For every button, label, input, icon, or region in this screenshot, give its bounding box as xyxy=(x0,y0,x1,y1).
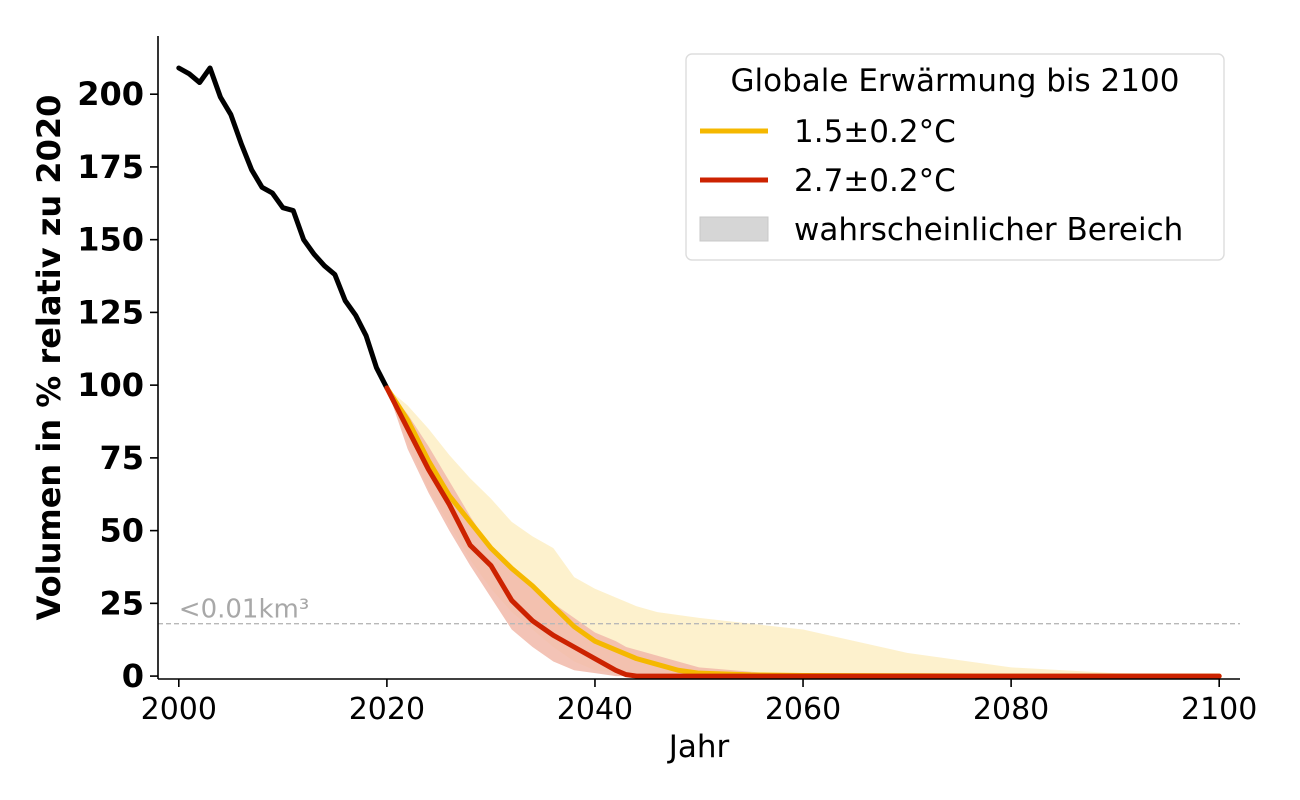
y-tick-label: 100 xyxy=(77,366,144,404)
x-tick-label: 2000 xyxy=(141,692,217,727)
legend-title: Globale Erwärmung bis 2100 xyxy=(731,63,1180,99)
y-tick-label: 0 xyxy=(122,657,144,695)
y-tick-label: 50 xyxy=(99,512,144,550)
y-axis-label: Volumen in % relativ zu 2020 xyxy=(30,95,68,621)
legend: Globale Erwärmung bis 2100 1.5±0.2°C 2.7±… xyxy=(685,53,1225,261)
reference-line-group: <0.01km³ xyxy=(158,595,1240,625)
likely-range-bands xyxy=(386,388,1220,677)
series-line xyxy=(384,385,1222,679)
series-lines xyxy=(176,65,1222,679)
x-axis-label: Jahr xyxy=(667,729,730,765)
y-tick-label: 150 xyxy=(77,221,144,259)
x-ticks: 2000 2020 2040 2060 2080 2100 xyxy=(141,679,1257,727)
legend-entry-label: wahrscheinlicher Bereich xyxy=(794,212,1183,248)
y-tick-label: 75 xyxy=(99,439,144,477)
reference-label: <0.01km³ xyxy=(179,595,309,625)
legend-swatch-patch xyxy=(699,216,769,242)
axes xyxy=(157,36,1240,680)
legend-entry-label: 2.7±0.2°C xyxy=(794,163,956,199)
legend-items: 1.5±0.2°C 2.7±0.2°C wahrscheinlicher Berei… xyxy=(699,114,1183,248)
y-tick-label: 125 xyxy=(77,293,144,331)
y-ticks: 0 25 50 75 100 125 150 175 200 xyxy=(77,75,158,695)
y-tick-label: 200 xyxy=(77,75,144,113)
x-tick-label: 2100 xyxy=(1181,692,1257,727)
x-tick-label: 2080 xyxy=(973,692,1049,727)
legend-frame xyxy=(685,53,1225,261)
x-tick-label: 2020 xyxy=(349,692,425,727)
x-tick-label: 2040 xyxy=(557,692,633,727)
x-tick-label: 2060 xyxy=(765,692,841,727)
y-tick-label: 25 xyxy=(99,584,144,622)
legend-entry-label: 1.5±0.2°C xyxy=(794,114,956,150)
likely-range-band xyxy=(386,388,1220,677)
series-line xyxy=(176,65,390,391)
y-tick-label: 175 xyxy=(77,148,144,186)
